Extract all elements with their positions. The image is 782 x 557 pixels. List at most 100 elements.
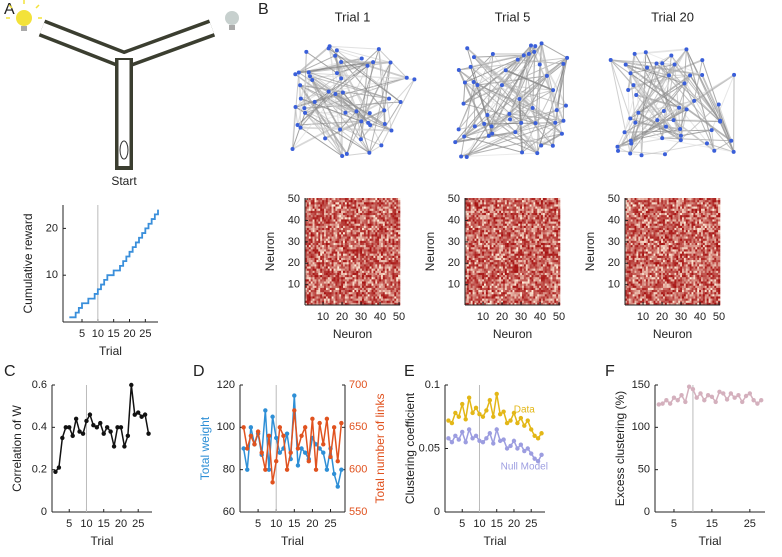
heatmap-cell: [547, 286, 549, 288]
heatmap-cell: [383, 215, 385, 217]
heatmap-cell: [392, 245, 394, 247]
heatmap-cell: [372, 301, 374, 303]
heatmap-cell: [482, 222, 484, 224]
heatmap-cell: [370, 254, 372, 256]
heatmap-cell: [324, 279, 326, 281]
heatmap-cell: [356, 245, 358, 247]
heatmap-cell: [503, 228, 505, 230]
heatmap-cell: [545, 234, 547, 236]
heatmap-cell: [383, 209, 385, 211]
heatmap-cell: [471, 237, 473, 239]
heatmap-cell: [362, 228, 364, 230]
heatmap-cell: [520, 198, 522, 200]
heatmap-cell: [335, 266, 337, 268]
heatmap-cell: [353, 207, 355, 209]
heatmap-cell: [353, 269, 355, 271]
heatmap-cell: [368, 269, 370, 271]
heatmap-cell: [366, 211, 368, 213]
heatmap-cell: [343, 266, 345, 268]
heatmap-cell: [356, 273, 358, 275]
heatmap-cell: [373, 288, 375, 290]
heatmap-cell: [347, 207, 349, 209]
heatmap-cell: [484, 215, 486, 217]
heatmap-cell: [387, 290, 389, 292]
heatmap-cell: [394, 256, 396, 258]
heatmap-cell: [533, 299, 535, 301]
heatmap-cell: [362, 262, 364, 264]
heatmap-cell: [518, 256, 520, 258]
heatmap-cell: [370, 245, 372, 247]
heatmap-cell: [368, 226, 370, 228]
heatmap-cell: [322, 254, 324, 256]
heatmap-cell: [482, 200, 484, 202]
heatmap-cell: [372, 241, 374, 243]
heatmap-cell: [520, 226, 522, 228]
heatmap-cell: [316, 284, 318, 286]
heatmap-cell: [528, 209, 530, 211]
heatmap-cell: [478, 228, 480, 230]
heatmap-cell: [467, 286, 469, 288]
heatmap-cell: [541, 245, 543, 247]
heatmap-cell: [488, 252, 490, 254]
heatmap-cell: [381, 279, 383, 281]
heatmap-cell: [476, 219, 478, 221]
network-node: [387, 97, 391, 101]
heatmap-cell: [505, 245, 507, 247]
heatmap-cell: [354, 266, 356, 268]
heatmap-cell: [524, 279, 526, 281]
heatmap-cell: [524, 247, 526, 249]
heatmap-cell: [332, 226, 334, 228]
heatmap-cell: [322, 247, 324, 249]
heatmap-cell: [396, 217, 398, 219]
heatmap-cell: [549, 232, 551, 234]
heatmap-cell: [535, 219, 537, 221]
heatmap-cell: [526, 247, 528, 249]
heatmap-cell: [364, 230, 366, 232]
heatmap-cell: [469, 245, 471, 247]
heatmap-cell: [315, 264, 317, 266]
heatmap-cell: [356, 219, 358, 221]
heatmap-cell: [375, 215, 377, 217]
heatmap-cell: [339, 273, 341, 275]
heatmap-cell: [516, 219, 518, 221]
heatmap-cell: [490, 301, 492, 303]
heatmap-cell: [476, 262, 478, 264]
heatmap-cell: [486, 204, 488, 206]
heatmap-cell: [497, 269, 499, 271]
heatmap-cell: [362, 247, 364, 249]
heatmap-cell: [511, 262, 513, 264]
heatmap-cell: [539, 243, 541, 245]
heatmap-cell: [533, 200, 535, 202]
heatmap-cell: [482, 269, 484, 271]
heatmap-cell: [328, 243, 330, 245]
heatmap-cell: [526, 277, 528, 279]
heatmap-cell: [332, 296, 334, 298]
heatmap-cell: [522, 286, 524, 288]
heatmap-cell: [366, 230, 368, 232]
heatmap-cell: [309, 247, 311, 249]
heatmap-cell: [499, 254, 501, 256]
heatmap-cell: [484, 204, 486, 206]
heatmap-cell: [362, 202, 364, 204]
heatmap-cell: [372, 256, 374, 258]
heatmap-cell: [341, 237, 343, 239]
heatmap-cell: [501, 290, 503, 292]
heatmap-cell: [539, 215, 541, 217]
heatmap-cell: [311, 241, 313, 243]
heatmap-cell: [383, 241, 385, 243]
heatmap-cell: [484, 217, 486, 219]
heatmap-cell: [471, 241, 473, 243]
heatmap-cell: [345, 271, 347, 273]
heatmap-cell: [518, 213, 520, 215]
heatmap-cell: [478, 258, 480, 260]
heatmap-cell: [364, 256, 366, 258]
heatmap-cell: [528, 299, 530, 301]
heatmap-cell: [370, 202, 372, 204]
heatmap-cell: [522, 226, 524, 228]
heatmap-cell: [358, 204, 360, 206]
heatmap-cell: [307, 247, 309, 249]
heatmap-cell: [509, 269, 511, 271]
heatmap-cell: [509, 198, 511, 200]
heatmap-cell: [545, 241, 547, 243]
heatmap-cell: [343, 213, 345, 215]
